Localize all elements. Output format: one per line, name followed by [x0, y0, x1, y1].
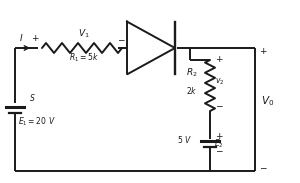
Text: $+$: $+$	[259, 46, 268, 56]
Text: $R_1= 5k$: $R_1= 5k$	[69, 51, 99, 64]
Text: $+$: $+$	[215, 131, 224, 141]
Text: $E_2$: $E_2$	[214, 137, 224, 150]
Text: $-$: $-$	[117, 34, 125, 43]
Text: $V_1$: $V_1$	[78, 27, 90, 40]
Text: $v_2$: $v_2$	[215, 76, 224, 87]
Text: $-$: $-$	[215, 145, 224, 154]
Text: $-$: $-$	[215, 100, 224, 109]
Text: $E_1= 20\ V$: $E_1= 20\ V$	[18, 116, 56, 128]
Text: $5\ V$: $5\ V$	[177, 134, 192, 145]
Text: $R_2$: $R_2$	[186, 66, 198, 79]
Text: $I$: $I$	[19, 32, 23, 43]
Text: $+$: $+$	[215, 54, 224, 64]
Text: $2k$: $2k$	[187, 85, 198, 96]
Text: $V_0$: $V_0$	[261, 94, 274, 108]
Text: $S$: $S$	[29, 92, 36, 103]
Text: $+$: $+$	[31, 33, 39, 43]
Text: $-$: $-$	[259, 162, 268, 171]
